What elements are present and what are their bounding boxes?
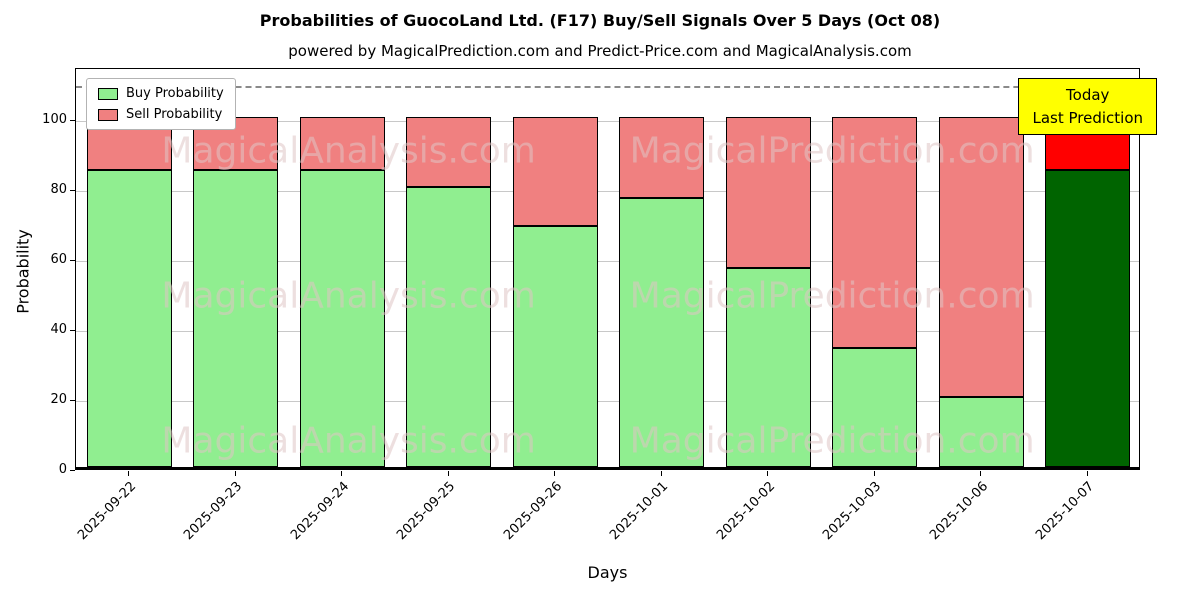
y-tick-mark	[70, 330, 75, 332]
gridline-y-40	[76, 331, 1139, 333]
gridline-y-60	[76, 261, 1139, 263]
bar-segment-buy-2025-09-26	[512, 225, 598, 467]
plot-area: MagicalAnalysis.com MagicalPrediction.com…	[75, 68, 1157, 470]
y-tick-label-20: 20	[50, 392, 67, 408]
bar-segment-buy-2025-09-25	[406, 187, 492, 467]
bar-segment-buy-2025-10-06	[938, 397, 1024, 467]
legend-swatch-buy	[98, 87, 118, 100]
x-tick-text: 2025-10-03	[820, 479, 885, 544]
x-tick-text: 2025-09-22	[74, 479, 139, 544]
chart-title: Probabilities of GuocoLand Ltd. (F17) Bu…	[259, 11, 941, 30]
dashed-threshold-line	[76, 86, 1139, 89]
bar-segment-buy-2025-10-02	[725, 267, 811, 467]
legend-swatch-sell	[98, 108, 118, 121]
x-tick-mark	[980, 471, 982, 476]
legend-label: Sell Probability	[126, 107, 223, 122]
bar-segment-buy-2025-10-01	[619, 197, 705, 467]
today-annotation: Today Last Prediction	[1018, 78, 1157, 135]
legend-label: Buy Probability	[126, 86, 224, 101]
bar-segment-sell-2025-09-26	[512, 117, 598, 226]
x-tick-mark	[554, 471, 556, 476]
legend: Buy Probability Sell Probability	[86, 78, 236, 130]
y-axis-label: Probability	[13, 229, 33, 314]
bar-segment-sell-2025-09-25	[406, 117, 492, 188]
x-tick-text: 2025-09-24	[287, 479, 352, 544]
today-annotation-line1: Today	[1066, 86, 1110, 104]
today-annotation-line2: Last Prediction	[1032, 108, 1143, 127]
bar-segment-buy-2025-09-23	[193, 169, 279, 467]
x-tick-mark	[447, 471, 449, 476]
x-tick-text: 2025-09-26	[500, 479, 565, 544]
y-tick-label-80: 80	[50, 182, 67, 198]
x-tick-text: 2025-10-07	[1033, 479, 1098, 544]
bar-segment-sell-2025-10-03	[832, 117, 918, 349]
x-tick-text: 2025-10-06	[926, 479, 991, 544]
y-tick-mark	[70, 260, 75, 262]
y-tick-mark	[70, 120, 75, 122]
bar-segment-sell-2025-10-06	[938, 117, 1024, 398]
x-tick-mark	[341, 471, 343, 476]
legend-item-sell: Sell Probability	[98, 107, 224, 122]
y-tick-label-100: 100	[42, 112, 67, 128]
x-tick-mark	[873, 471, 875, 476]
x-tick-text: 2025-10-02	[713, 479, 778, 544]
gridline-y-100	[76, 121, 1139, 123]
bar-segment-sell-2025-10-01	[619, 117, 705, 198]
y-tick-label-40: 40	[50, 322, 67, 338]
y-tick-label-0: 0	[58, 462, 67, 477]
y-tick-label-60: 60	[50, 252, 67, 268]
x-axis-label: Days	[587, 563, 628, 582]
bar-segment-sell-2025-09-24	[299, 117, 385, 170]
x-tick-text: 2025-09-25	[394, 479, 459, 544]
x-tick-mark	[128, 471, 130, 476]
x-tick-mark	[767, 471, 769, 476]
bar-segment-sell-2025-10-02	[725, 117, 811, 268]
chart-subtitle: powered by MagicalPrediction.com and Pre…	[288, 42, 912, 60]
gridline-y-80	[76, 191, 1139, 193]
x-tick-text: 2025-09-23	[181, 479, 246, 544]
x-tick-mark	[1086, 471, 1088, 476]
x-tick-mark	[234, 471, 236, 476]
bar-segment-buy-2025-10-03	[832, 348, 918, 467]
y-tick-mark	[70, 470, 75, 471]
x-tick-mark	[660, 471, 662, 476]
x-tick-text: 2025-10-01	[607, 479, 672, 544]
y-tick-mark	[70, 400, 75, 402]
y-tick-mark	[70, 190, 75, 192]
legend-item-buy: Buy Probability	[98, 86, 224, 101]
bar-segment-buy-2025-10-07	[1045, 169, 1131, 467]
gridline-y-20	[76, 401, 1139, 403]
bar-segment-buy-2025-09-24	[299, 169, 385, 467]
bar-segment-buy-2025-09-22	[86, 169, 172, 467]
